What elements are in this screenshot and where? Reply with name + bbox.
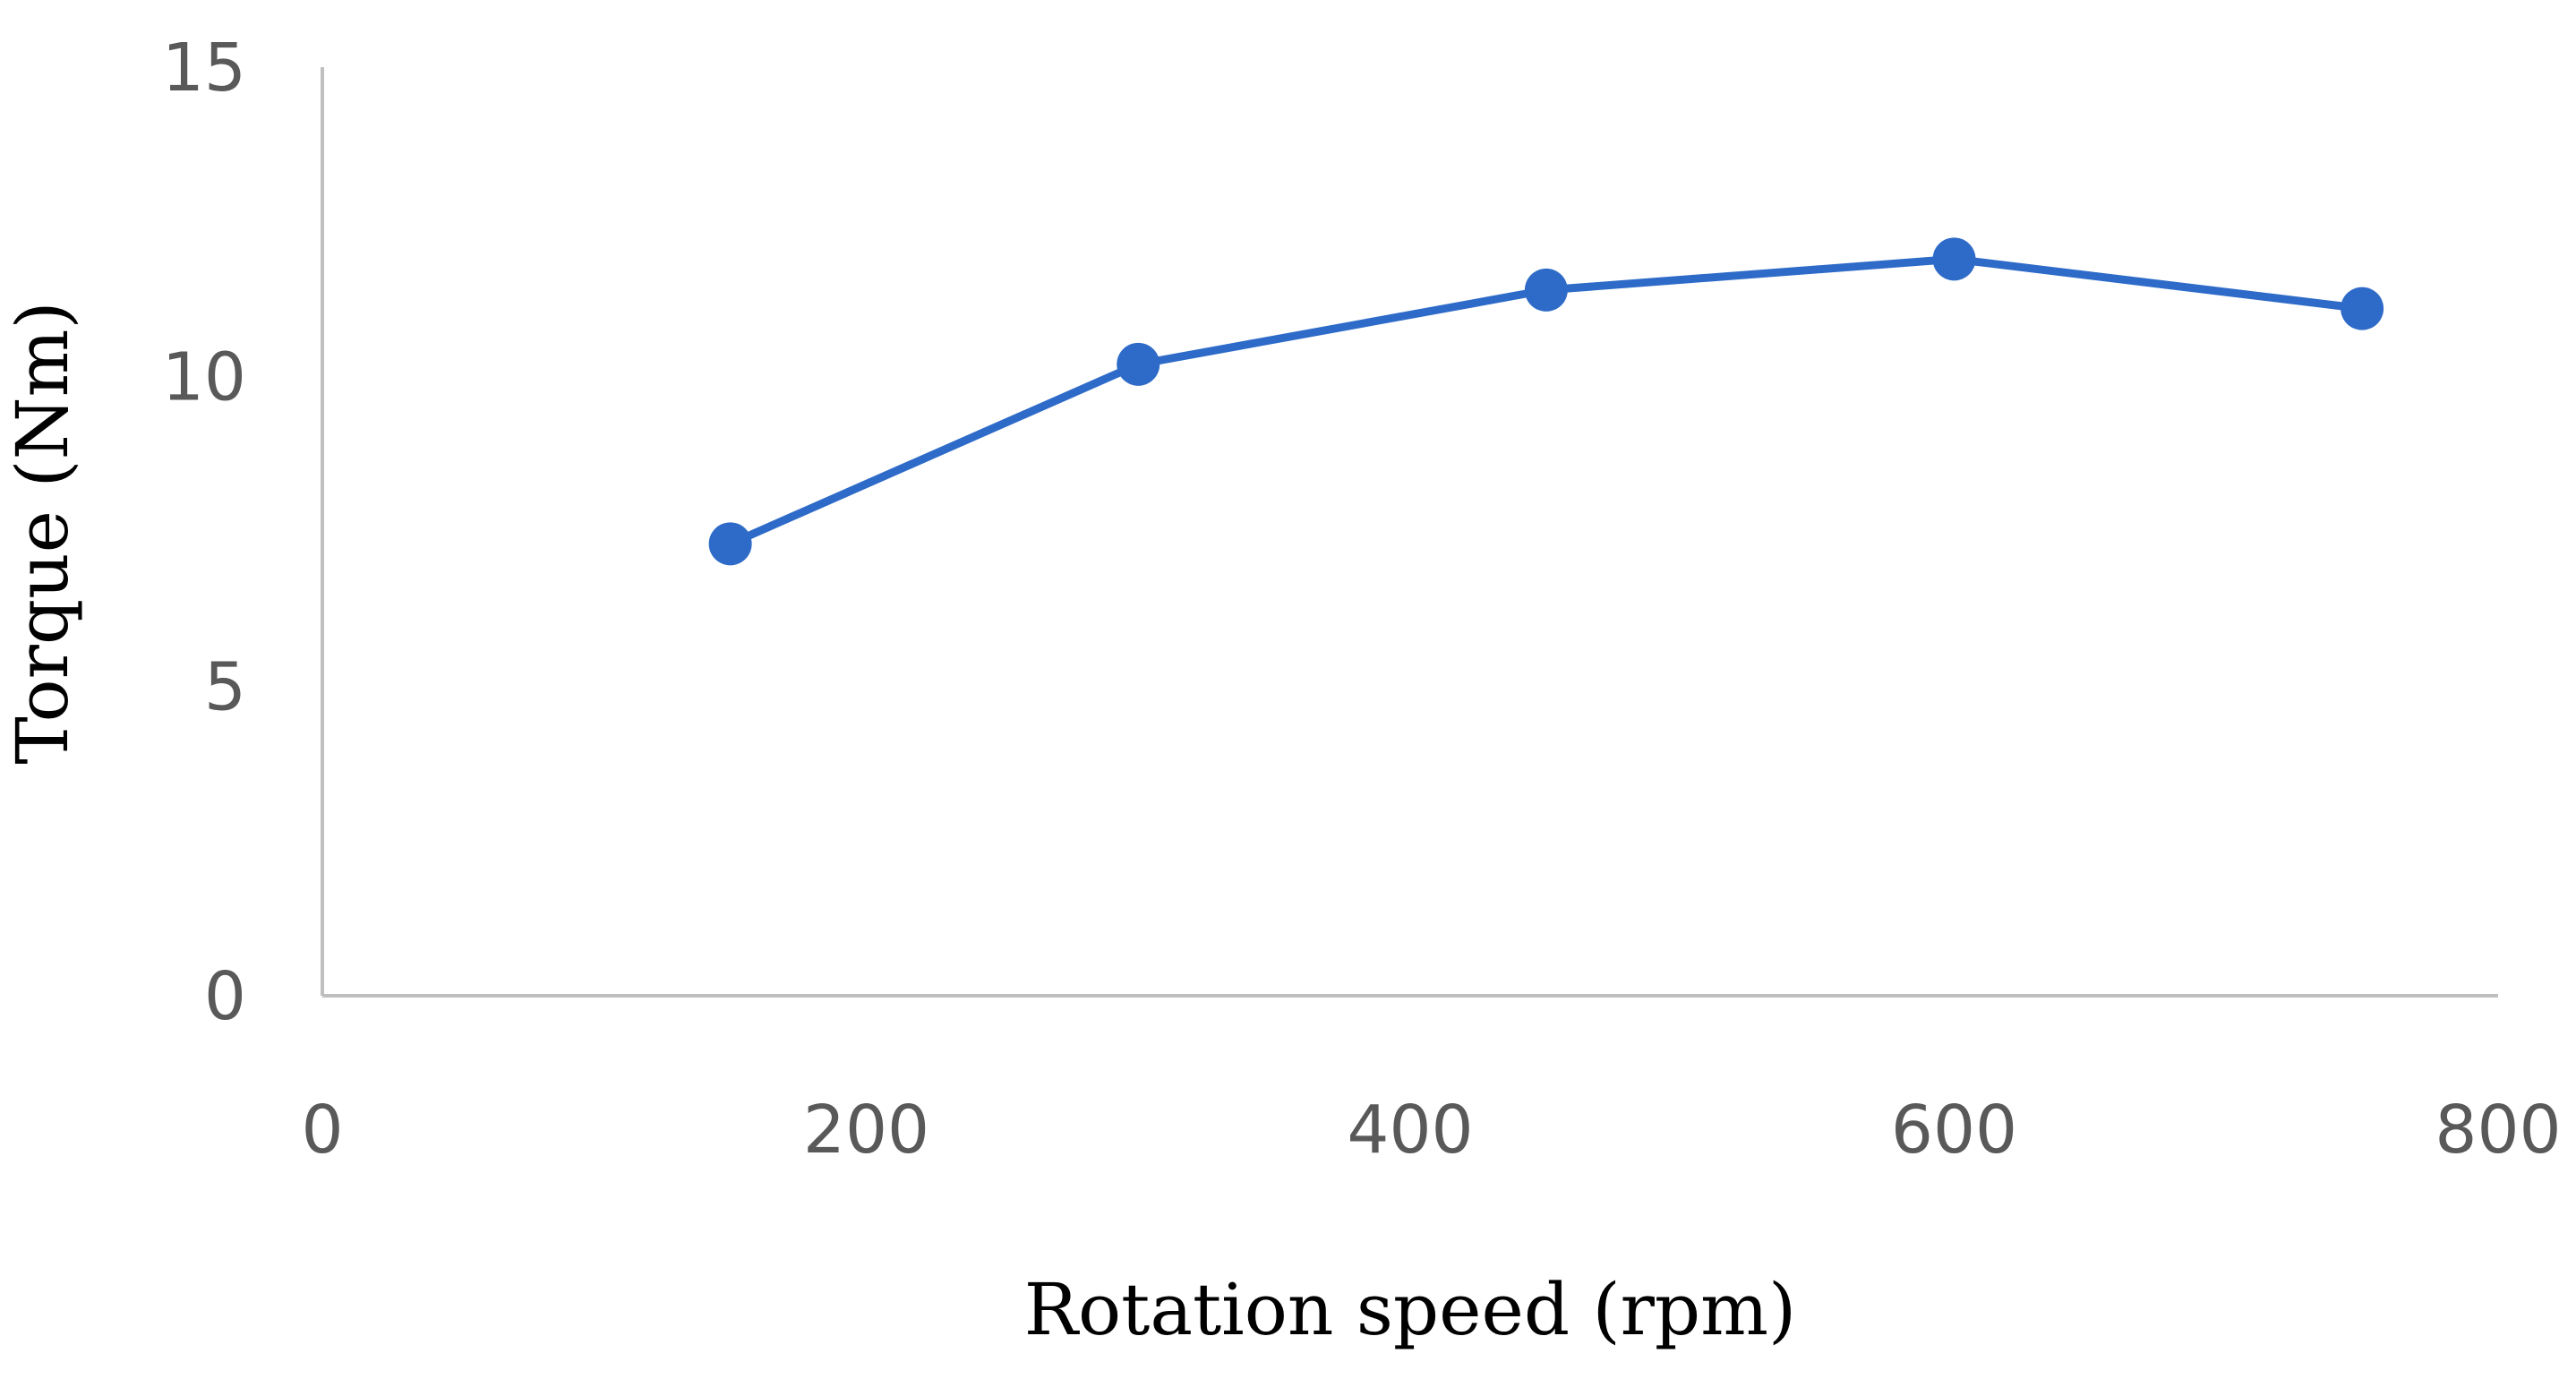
data-point <box>708 522 752 566</box>
y-axis-title: Torque (Nm) <box>1 301 84 764</box>
x-tick-label: 200 <box>803 1092 929 1169</box>
data-point <box>1932 237 1976 281</box>
x-tick-label: 0 <box>301 1092 343 1169</box>
x-tick-label: 400 <box>1347 1092 1473 1169</box>
data-point <box>1524 268 1568 312</box>
y-tick-label: 15 <box>162 30 246 107</box>
y-tick-labels: 0 5 10 15 <box>162 30 246 1035</box>
y-tick-label: 10 <box>162 339 246 416</box>
series-layer <box>708 237 2384 566</box>
x-tick-labels: 0 200 400 600 800 <box>301 1092 2561 1169</box>
y-tick-label: 5 <box>204 648 246 725</box>
y-tick-label: 0 <box>204 958 246 1035</box>
x-tick-label: 600 <box>1891 1092 2017 1169</box>
data-point <box>1117 342 1160 386</box>
x-tick-label: 800 <box>2435 1092 2561 1169</box>
x-axis-title: Rotation speed (rpm) <box>1024 1268 1796 1351</box>
data-point <box>2341 287 2384 330</box>
